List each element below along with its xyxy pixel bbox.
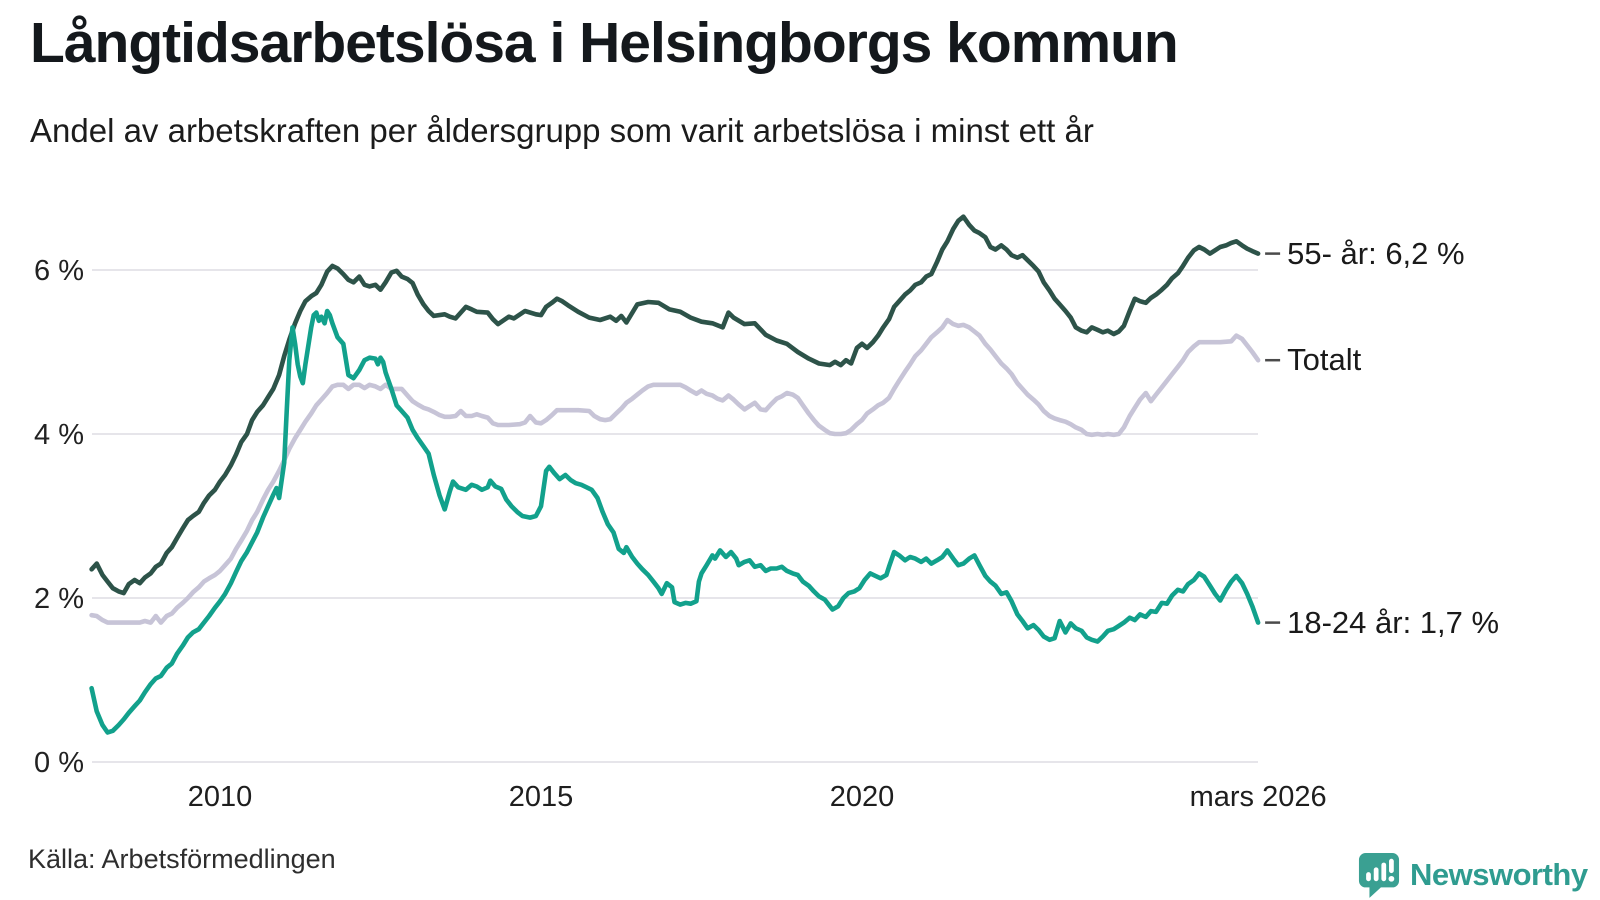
page-subtitle: Andel av arbetskraften per åldersgrupp s…: [30, 112, 1094, 149]
svg-text:2015: 2015: [509, 781, 574, 813]
svg-text:6 %: 6 %: [34, 255, 84, 287]
newsworthy-icon: [1358, 853, 1400, 898]
series-label-18-24-ar: 18-24 år: 1,7 %: [1287, 604, 1500, 640]
svg-text:mars 2026: mars 2026: [1190, 781, 1327, 813]
series-label-totalt: Totalt: [1287, 342, 1362, 378]
source-note: Källa: Arbetsförmedlingen: [28, 844, 336, 874]
svg-text:2010: 2010: [188, 781, 253, 813]
newsworthy-wordmark: Newsworthy: [1410, 857, 1588, 892]
svg-text:2020: 2020: [830, 781, 895, 813]
svg-text:2 %: 2 %: [34, 583, 84, 615]
page-title: Långtidsarbetslösa i Helsingborgs kommun: [30, 11, 1179, 75]
svg-text:4 %: 4 %: [34, 419, 84, 451]
series-label-55-ar: 55- år: 6,2 %: [1287, 235, 1465, 271]
newsworthy-logo: Newsworthy: [1358, 852, 1588, 898]
svg-text:0 %: 0 %: [34, 747, 84, 779]
